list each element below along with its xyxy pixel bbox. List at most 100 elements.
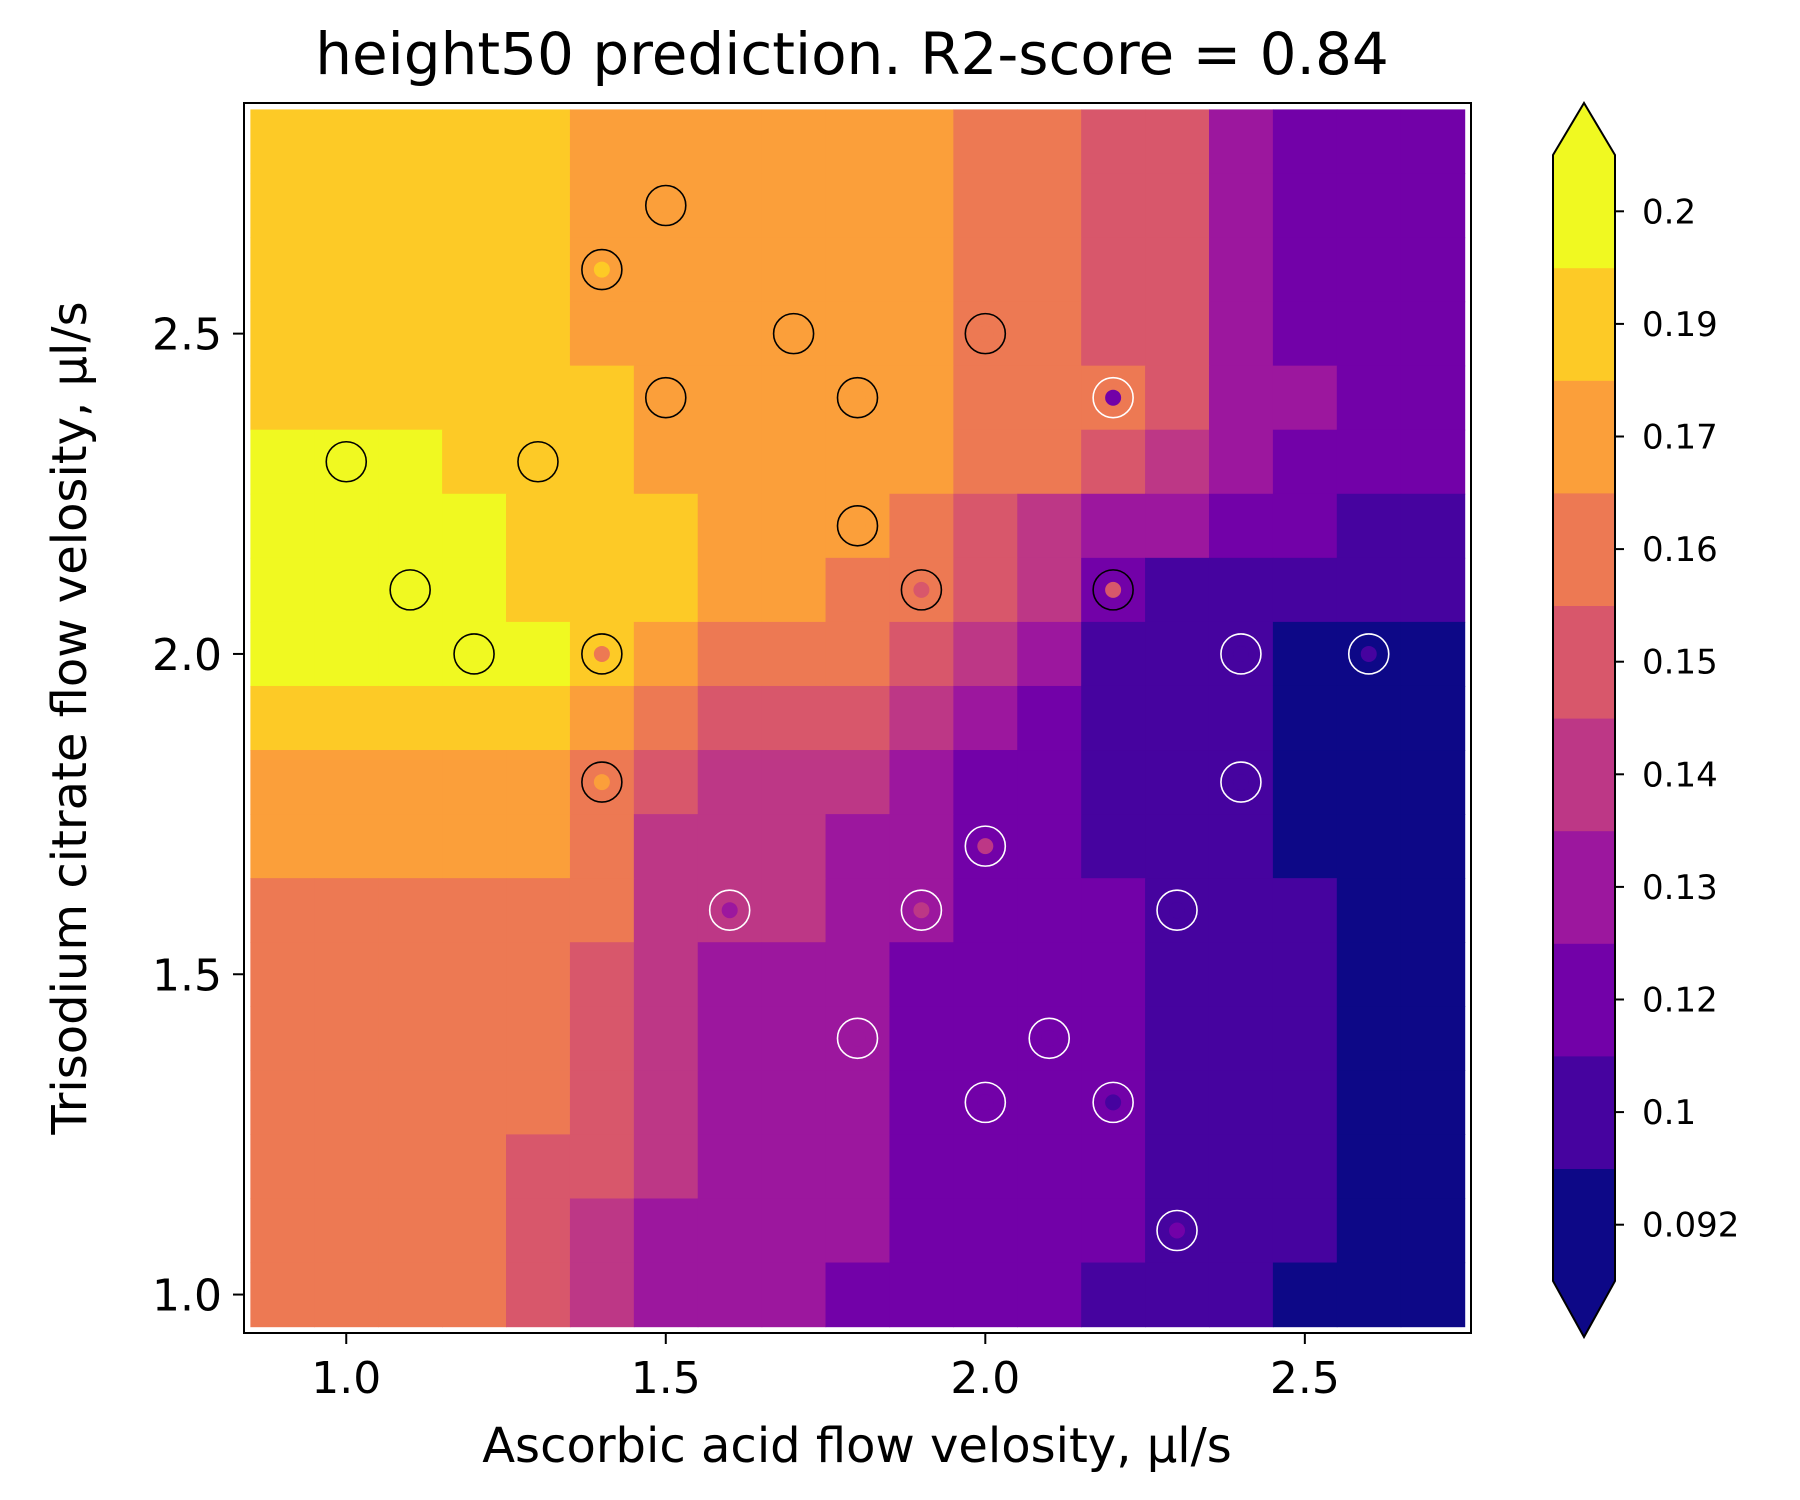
contour-cell [889,109,954,175]
contour-cell [442,814,507,879]
sample-point [389,569,431,611]
colorbar-band [1553,1055,1615,1169]
sample-point-dot [1360,645,1377,662]
contour-cell [569,301,635,367]
sample-point-ring [836,505,879,547]
sample-point-dot [849,517,866,534]
sample-point-ring [1220,633,1262,675]
contour-cell [889,814,954,879]
contour-cell [633,557,699,623]
contour-cell [442,942,507,1007]
contour-cell [761,493,827,559]
contour-cell [1208,493,1274,559]
contour-cell [250,173,315,239]
contour-cell [889,942,954,1007]
contour-cell [1145,173,1210,239]
contour-cell [1081,429,1146,495]
contour-cell [314,109,379,175]
sample-point-ring [1347,633,1390,675]
sample-point-ring [900,569,943,611]
contour-cell [761,429,827,495]
y-axis-label: Trisodium citrate flow velosity, µl/s [42,301,98,1135]
sample-point [1220,761,1262,803]
colorbar-tick-label: 0.2 [1642,192,1696,232]
contour-cell [1400,1070,1466,1136]
contour-cell [761,942,827,1007]
contour-cell [314,237,379,303]
contour-cell [1336,237,1402,303]
contour-cell [697,301,763,367]
contour-cell [442,173,507,239]
contour-cell [1081,1262,1146,1328]
contour-cell [825,301,891,367]
contour-cell [314,1070,379,1136]
contour-cell [378,429,443,495]
contour-cell [1208,301,1274,367]
contour-cell [1081,237,1146,303]
contour-cell [1145,365,1210,431]
contour-cell [825,1070,891,1136]
contour-cell [697,429,763,495]
colorbar-tick-label: 0.13 [1642,868,1718,908]
contour-cell [761,1070,827,1136]
contour-cell [633,237,699,303]
contour-cell [569,1198,635,1264]
colorbar: 0.092 0.1 0.12 0.13 0.14 0.15 0.16 0.17 0.19 0.2 [1552,101,1739,1340]
contour-cell [1145,621,1210,687]
contour-cell [761,237,827,303]
contour-cell [1336,109,1402,175]
contour-cell [569,878,635,943]
contour-cell [506,621,571,687]
contour-cell [442,493,507,559]
colorbar-band [1553,1168,1615,1282]
contour-cell [1145,814,1210,879]
sample-point-ring [708,889,751,931]
contour-cell [1208,1006,1274,1071]
contour-cell [1017,429,1082,495]
contour-cell [314,365,379,431]
contour-cell [953,109,1018,175]
contour-cell [1400,1198,1466,1264]
contour-cell [633,493,699,559]
contour-cell [1145,109,1210,175]
x-tick-label: 1.5 [631,1353,701,1404]
contour-cell [569,429,635,495]
sample-point [1092,1081,1134,1124]
contour-cell [1400,429,1466,495]
contour-cell [1400,1262,1466,1328]
contour-cell [1017,814,1082,879]
contour-cell [1145,1134,1210,1200]
sample-point-dot [338,453,355,470]
sample-point [1092,569,1134,611]
contour-cell [697,685,763,751]
contour-cell [1081,493,1146,559]
sample-point [644,184,687,227]
x-axis-label: Ascorbic acid flow velosity, µl/s [482,1418,1232,1474]
sample-point-ring [836,1017,879,1060]
contour-cell [761,814,827,879]
contour-cell [1145,942,1210,1007]
contour-cell [1272,237,1338,303]
contour-cell [506,750,571,815]
sample-point [772,312,815,355]
contour-cell [250,942,315,1007]
sample-point [964,312,1007,355]
contour-cell [250,1134,315,1200]
contour-cell [1145,750,1210,815]
contour-cell [761,621,827,687]
colorbar-tick-label: 0.14 [1642,755,1718,795]
contour-cell [633,1198,699,1264]
contour-cell [1145,493,1210,559]
contour-cell [761,878,827,943]
sample-point [900,569,943,611]
contour-cell [1336,685,1402,751]
contour-cell [378,814,443,879]
contour-cell [1336,1006,1402,1071]
contour-cell [569,493,635,559]
contour-cell [889,365,954,431]
contour-cell [1272,1134,1338,1200]
sample-point-ring [1092,1081,1134,1124]
y-tick-label: 1.5 [152,950,222,1001]
contour-cell [250,1006,315,1071]
